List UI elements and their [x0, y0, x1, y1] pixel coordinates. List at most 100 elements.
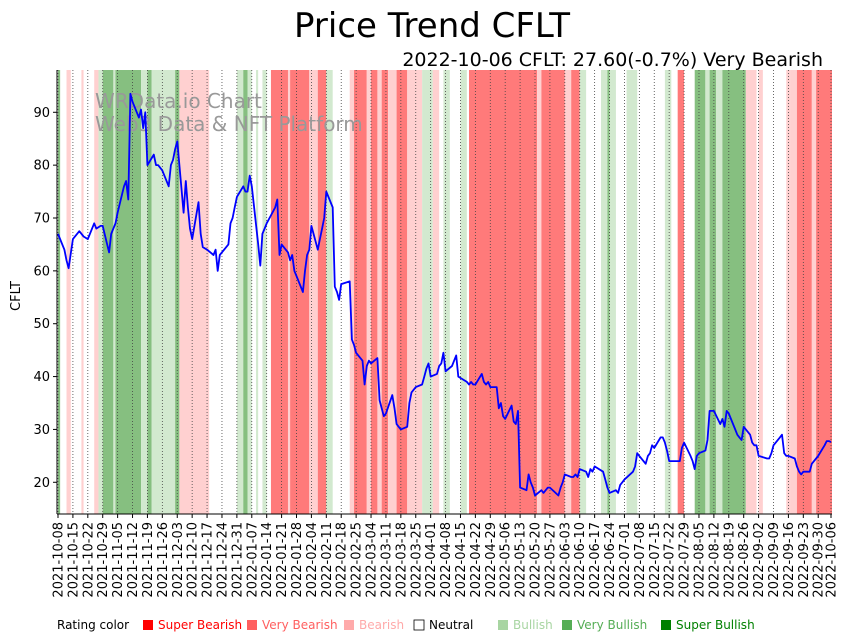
- rating-band-bullish: [664, 70, 672, 514]
- rating-band-very_bearish: [381, 70, 389, 514]
- x-tick-label: 2022-08-12: [707, 522, 722, 598]
- x-tick-label: 2022-09-09: [767, 522, 782, 598]
- x-tick-label: 2022-01-21: [275, 522, 290, 598]
- rating-band-very_bullish: [722, 70, 746, 514]
- x-tick-label: 2021-12-31: [230, 522, 245, 598]
- x-tick-label: 2022-08-05: [692, 522, 707, 598]
- x-tick-label: 2021-12-03: [171, 522, 186, 598]
- x-tick-label: 2022-09-30: [812, 522, 827, 598]
- x-tick-label: 2021-11-19: [141, 522, 156, 598]
- x-tick-label: 2022-08-19: [722, 522, 737, 598]
- legend-label-neutral: Neutral: [429, 618, 473, 632]
- rating-band-bullish: [236, 70, 244, 514]
- x-tick-label: 2022-03-11: [379, 522, 394, 598]
- rating-band-very_bearish: [290, 70, 310, 514]
- rating-band-bullish: [262, 70, 267, 514]
- rating-band-very_bearish: [677, 70, 685, 514]
- watermark-line-2: Web3 Data & NFT Platform: [95, 112, 363, 136]
- rating-band-bearish: [790, 70, 797, 514]
- y-tick-label: 20: [33, 476, 50, 491]
- x-tick-label: 2022-07-01: [618, 522, 633, 598]
- x-tick-label: 2022-01-28: [290, 522, 305, 598]
- x-tick-label: 2021-10-22: [81, 522, 96, 598]
- rating-band-very_bullish: [243, 70, 248, 514]
- rating-band-very_bullish: [102, 70, 114, 514]
- x-tick-label: 2022-04-01: [424, 522, 439, 598]
- x-tick-label: 2022-05-06: [499, 522, 514, 598]
- rating-band-very_bearish: [468, 70, 538, 514]
- x-tick-label: 2022-06-17: [588, 522, 603, 598]
- rating-band-very_bearish: [816, 70, 832, 514]
- rating-band-bullish: [716, 70, 723, 514]
- x-tick-label: 2022-06-24: [603, 522, 618, 598]
- x-tick-label: 2022-04-29: [484, 522, 499, 598]
- x-tick-label: 2022-09-02: [752, 522, 767, 598]
- rating-band-bearish: [349, 70, 354, 514]
- legend-swatch-very_bearish: [247, 620, 257, 630]
- rating-bands: [58, 70, 832, 514]
- x-tick-label: 2022-05-20: [529, 522, 544, 598]
- x-tick-label: 2021-10-08: [52, 522, 67, 598]
- x-tick-label: 2022-03-25: [409, 522, 424, 598]
- rating-band-bearish: [432, 70, 440, 514]
- rating-band-bearish: [745, 70, 757, 514]
- x-tick-label: 2022-07-22: [663, 522, 678, 598]
- x-tick-label: 2022-02-04: [305, 522, 320, 598]
- x-tick-label: 2022-01-14: [260, 522, 275, 598]
- rating-band-very_bearish: [571, 70, 580, 514]
- y-tick-label: 70: [33, 212, 50, 227]
- rating-band-bullish: [609, 70, 616, 514]
- rating-band-bullish: [256, 70, 259, 514]
- rating-band-bearish: [81, 70, 84, 514]
- x-tick-label: 2022-09-16: [782, 522, 797, 598]
- legend-swatch-super_bearish: [143, 620, 153, 630]
- rating-band-very_bullish: [147, 70, 152, 514]
- rating-band-bearish: [407, 70, 423, 514]
- rating-band-very_bullish: [709, 70, 717, 514]
- rating-band-bearish: [366, 70, 372, 514]
- y-tick-label: 50: [33, 317, 50, 332]
- date-gridlines: [57, 70, 832, 514]
- rating-band-bullish: [326, 70, 333, 514]
- legend-swatch-neutral: [413, 619, 425, 631]
- rating-band-bullish: [247, 70, 252, 514]
- rating-band-very_bullish: [58, 70, 61, 514]
- x-tick-label: 2022-09-23: [797, 522, 812, 598]
- x-tick-label: 2022-10-06: [825, 522, 840, 598]
- x-tick-label: 2021-11-05: [111, 522, 126, 598]
- x-tick-label: 2022-06-10: [573, 522, 588, 598]
- y-tick-label: 60: [33, 264, 50, 279]
- price-line: [57, 92, 832, 497]
- rating-band-very_bearish: [353, 70, 367, 514]
- rating-band-bearish: [309, 70, 318, 514]
- rating-band-bearish: [66, 70, 71, 514]
- rating-band-very_bearish: [270, 70, 288, 514]
- legend-label-bullish: Bullish: [513, 618, 553, 632]
- rating-band-bullish: [579, 70, 587, 514]
- legend-swatch-bearish: [344, 620, 354, 630]
- x-tick-label: 2021-12-17: [201, 522, 216, 598]
- x-tick-label: 2022-06-03: [558, 522, 573, 598]
- y-tick-label: 90: [33, 106, 50, 121]
- legend-label-very_bullish: Very Bullish: [577, 618, 647, 632]
- rating-band-bearish: [388, 70, 397, 514]
- rating-band-bullish: [601, 70, 608, 514]
- x-tick-label: 2022-02-25: [350, 522, 365, 598]
- x-tick-label: 2022-07-29: [678, 522, 693, 598]
- x-tick-label: 2022-07-15: [648, 522, 663, 598]
- y-axis-label: CFLT: [9, 281, 24, 311]
- rating-band-bearish: [377, 70, 382, 514]
- x-tick-label: 2022-03-18: [394, 522, 409, 598]
- y-axis: 20 30 40 50 60 70 80 90: [33, 106, 57, 491]
- rating-band-bullish: [151, 70, 176, 514]
- x-tick-label: 2022-04-15: [454, 522, 469, 598]
- rating-band-bullish: [443, 70, 450, 514]
- rating-band-bearish: [94, 70, 99, 514]
- watermark-line-1: WRData.io Chart: [95, 89, 262, 113]
- x-tick-label: 2022-02-18: [335, 522, 350, 598]
- rating-band-bearish: [537, 70, 542, 514]
- y-tick-label: 30: [33, 423, 50, 438]
- y-tick-label: 40: [33, 370, 50, 385]
- x-tick-label: 2021-11-12: [126, 522, 141, 598]
- x-tick-label: 2021-10-29: [96, 522, 111, 598]
